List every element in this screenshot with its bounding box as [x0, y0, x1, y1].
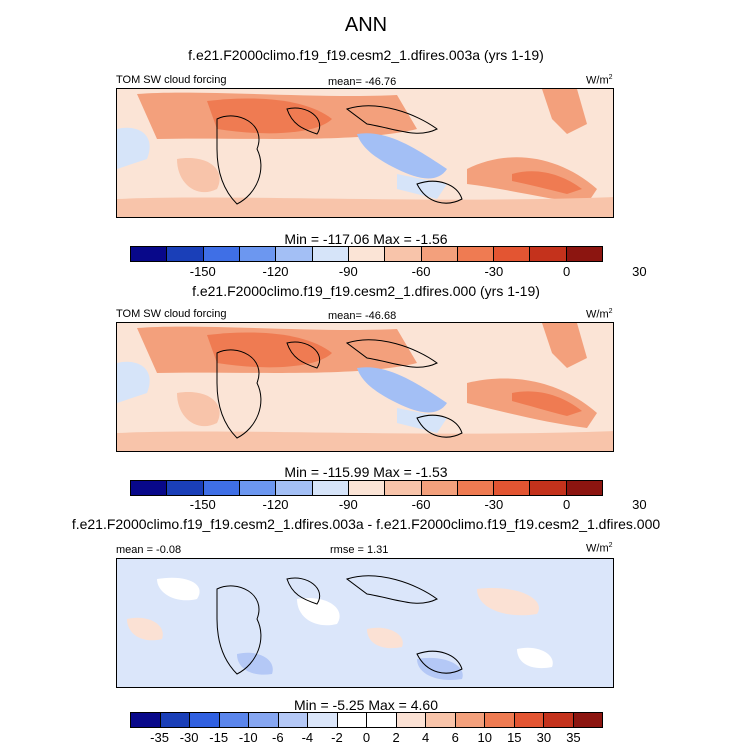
panel-1-minmax: Min = -117.06 Max = -1.56	[284, 231, 448, 247]
colorbar-tick-label: 0	[562, 264, 571, 279]
colorbar-swatch	[457, 481, 495, 495]
colorbar-swatch	[385, 247, 422, 261]
panel-1-colorbar	[130, 246, 603, 262]
panel-3-case-title: f.e21.F2000climo.f19_f19.cesm2_1.dfires.…	[71, 516, 661, 532]
colorbar-swatch	[131, 481, 168, 495]
colorbar-swatch	[160, 713, 190, 727]
colorbar-swatch	[219, 713, 249, 727]
colorbar-tick-label: 2	[392, 730, 400, 745]
panel-3-units: W/m2	[586, 542, 613, 555]
colorbar-swatch	[530, 247, 567, 261]
panel-2-units: W/m2	[586, 308, 613, 321]
panel-3-map	[116, 558, 614, 688]
colorbar-swatch	[239, 247, 277, 261]
panel-2-case-title: f.e21.F2000climo.f19_f19.cesm2_1.dfires.…	[192, 283, 540, 299]
colorbar-tick-label: -4	[301, 730, 314, 745]
panel-2-colorbar-ticks: -150 -120 -90 -60 -30 0 30	[0, 497, 732, 513]
colorbar-swatch	[426, 713, 456, 727]
panel-2-minmax: Min = -115.99 Max = -1.53	[284, 464, 448, 480]
colorbar-tick-label: -30	[179, 730, 199, 745]
colorbar-tick-label: -2	[331, 730, 343, 745]
colorbar-swatch	[308, 713, 338, 727]
colorbar-swatch	[367, 713, 397, 727]
colorbar-swatch	[348, 481, 386, 495]
colorbar-swatch	[421, 247, 458, 261]
colorbar-swatch	[167, 481, 204, 495]
colorbar-tick-label: -120	[262, 497, 289, 512]
colorbar-swatch	[485, 713, 515, 727]
colorbar-tick-label: 15	[507, 730, 522, 745]
panel-3-mean-label: mean = -0.08	[116, 544, 182, 556]
colorbar-tick-label: 4	[422, 730, 430, 745]
colorbar-tick-label: 0	[362, 730, 371, 745]
panel-2-variable-label: TOM SW cloud forcing	[116, 308, 227, 320]
panel-3-rmse-label: rmse = 1.31	[330, 544, 389, 556]
colorbar-swatch	[276, 481, 313, 495]
panel-1-map	[116, 88, 614, 218]
colorbar-swatch	[566, 481, 603, 495]
panel-3-colorbar	[130, 712, 603, 728]
colorbar-swatch	[544, 713, 574, 727]
colorbar-swatch	[312, 247, 349, 261]
colorbar-swatch	[396, 713, 426, 727]
panel-2-mean-label: mean= -46.68	[328, 310, 397, 322]
colorbar-swatch	[457, 247, 495, 261]
colorbar-swatch	[385, 481, 422, 495]
colorbar-swatch	[239, 481, 277, 495]
colorbar-tick-label: -150	[189, 264, 216, 279]
colorbar-tick-label: 30	[632, 264, 647, 279]
colorbar-tick-label: -150	[189, 497, 216, 512]
colorbar-tick-label: 0	[562, 497, 571, 512]
colorbar-tick-label: 35	[566, 730, 581, 745]
panel-1-case-title: f.e21.F2000climo.f19_f19.cesm2_1.dfires.…	[188, 47, 544, 63]
colorbar-tick-label: -30	[484, 264, 504, 279]
colorbar-tick-label: -6	[272, 730, 284, 745]
colorbar-swatch	[514, 713, 544, 727]
colorbar-swatch	[573, 713, 602, 727]
colorbar-swatch	[131, 713, 161, 727]
colorbar-swatch	[494, 247, 531, 261]
colorbar-swatch	[348, 247, 386, 261]
colorbar-swatch	[276, 247, 313, 261]
colorbar-tick-label: -10	[238, 730, 258, 745]
colorbar-swatch	[203, 481, 240, 495]
panel-1-mean-label: mean= -46.76	[328, 76, 397, 88]
colorbar-swatch	[455, 713, 485, 727]
colorbar-tick-label: 10	[477, 730, 492, 745]
panel-3-minmax: Min = -5.25 Max = 4.60	[294, 697, 438, 713]
colorbar-swatch	[530, 481, 567, 495]
colorbar-swatch	[566, 247, 603, 261]
colorbar-swatch	[249, 713, 279, 727]
colorbar-tick-label: -120	[262, 264, 289, 279]
panel-2-colorbar	[130, 480, 603, 496]
colorbar-tick-label: -90	[338, 497, 358, 512]
colorbar-swatch	[278, 713, 308, 727]
panel-2-map	[116, 322, 614, 452]
colorbar-tick-label: -30	[484, 497, 504, 512]
panel-1-variable-label: TOM SW cloud forcing	[116, 74, 227, 86]
colorbar-swatch	[421, 481, 458, 495]
colorbar-tick-label: -35	[150, 730, 169, 745]
colorbar-tick-label: 30	[632, 497, 647, 512]
colorbar-tick-label: -90	[338, 264, 358, 279]
panel-1-units: W/m2	[586, 74, 613, 87]
colorbar-swatch	[337, 713, 367, 727]
panel-3-colorbar-ticks: -35 -30 -15 -10 -6 -4 -2 0 2 4 6 10 15 30 35	[0, 730, 732, 746]
colorbar-swatch	[167, 247, 204, 261]
colorbar-swatch	[312, 481, 349, 495]
colorbar-swatch	[203, 247, 240, 261]
colorbar-swatch	[190, 713, 220, 727]
colorbar-tick-label: -60	[411, 264, 431, 279]
colorbar-swatch	[494, 481, 531, 495]
colorbar-tick-label: 30	[536, 730, 552, 745]
colorbar-tick-label: 6	[451, 730, 459, 745]
panel-1-colorbar-ticks: -150 -120 -90 -60 -30 0 30	[0, 264, 732, 280]
colorbar-tick-label: -15	[209, 730, 229, 745]
colorbar-swatch	[131, 247, 168, 261]
colorbar-tick-label: -60	[411, 497, 431, 512]
figure-title: ANN	[344, 14, 388, 36]
